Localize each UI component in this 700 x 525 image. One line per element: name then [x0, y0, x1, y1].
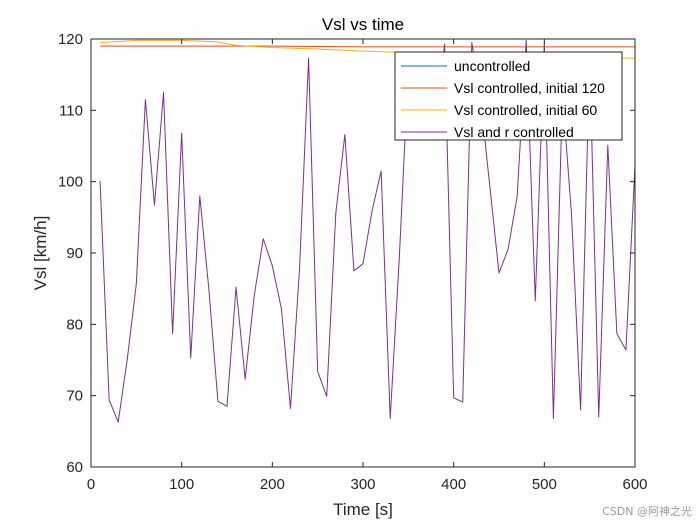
- legend-label-vsl-and-r-controlled: Vsl and r controlled: [454, 124, 574, 140]
- ticks-layer: 0 100 200 300 400 500 600 60 70 80 90 100 110 120: [58, 31, 648, 493]
- watermark: CSDN @阿神之光: [602, 505, 692, 518]
- y-tick-label: 100: [58, 174, 83, 191]
- x-tick-label: 0: [87, 476, 95, 493]
- x-tick-label: 500: [532, 476, 557, 493]
- y-tick-label: 90: [66, 245, 83, 262]
- x-tick-label: 100: [169, 476, 194, 493]
- chart-title: Vsl vs time: [322, 15, 404, 34]
- x-axis-title: Time [s]: [333, 500, 393, 519]
- x-tick-label: 600: [622, 476, 647, 493]
- y-tick-label: 80: [66, 316, 83, 333]
- legend-label-vsl-controlled-60: Vsl controlled, initial 60: [454, 102, 597, 118]
- legend[interactable]: uncontrolled Vsl controlled, initial 120…: [394, 51, 623, 141]
- legend-label-uncontrolled: uncontrolled: [454, 58, 530, 74]
- legend-label-vsl-controlled-120: Vsl controlled, initial 120: [454, 80, 605, 96]
- x-tick-label: 200: [260, 476, 285, 493]
- y-tick-label: 120: [58, 31, 83, 48]
- x-tick-label: 300: [350, 476, 375, 493]
- y-tick-label: 60: [66, 459, 83, 476]
- y-axis-title: Vsl [km/h]: [31, 216, 50, 291]
- y-tick-label: 70: [66, 388, 83, 405]
- y-tick-label: 110: [59, 102, 83, 119]
- x-tick-label: 400: [441, 476, 466, 493]
- legend-box: [394, 51, 623, 141]
